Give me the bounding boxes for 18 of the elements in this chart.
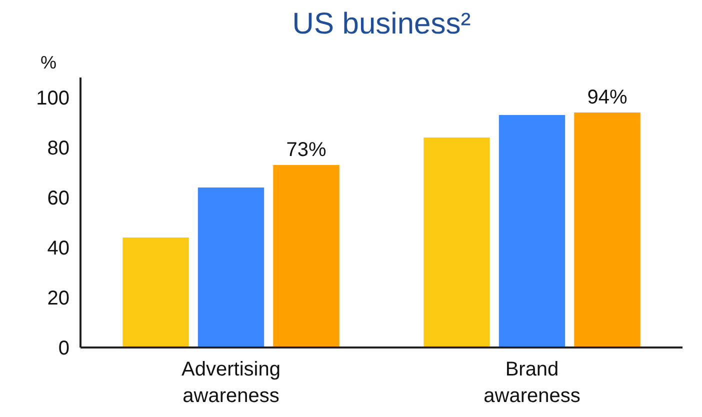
bar	[574, 112, 640, 348]
y-tick-label: 0	[58, 338, 70, 360]
x-tick-label: Advertising awareness	[182, 358, 280, 407]
data-label: 94%	[587, 86, 628, 108]
y-tick-label: 60	[47, 188, 70, 210]
y-tick-label: 80	[47, 138, 70, 160]
y-tick-label: 100	[36, 88, 70, 110]
data-label: 73%	[286, 139, 326, 161]
bar	[198, 188, 264, 348]
y-tick-label: 20	[47, 288, 70, 310]
bar	[498, 115, 566, 348]
bar	[122, 238, 189, 348]
y-tick-label: 40	[47, 238, 70, 260]
bar	[273, 165, 340, 348]
x-tick-label: Brand awareness	[484, 358, 580, 407]
y-axis-title: %	[40, 52, 57, 72]
chart-title: US business²	[292, 8, 471, 40]
bar	[424, 138, 490, 348]
